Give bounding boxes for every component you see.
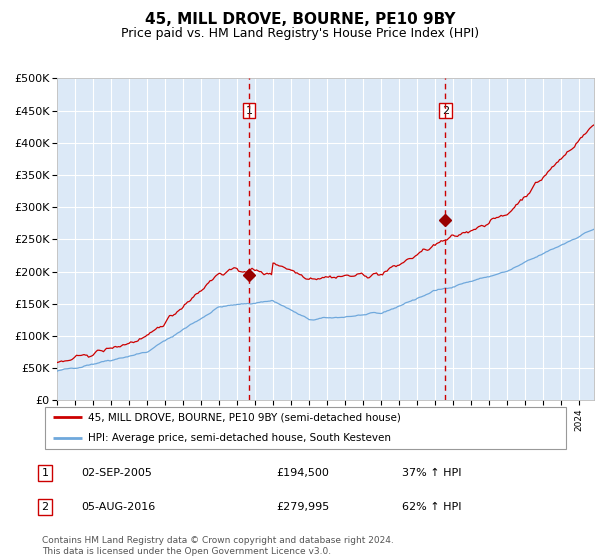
Text: 37% ↑ HPI: 37% ↑ HPI [402,468,461,478]
Text: £279,995: £279,995 [276,502,329,512]
Text: 45, MILL DROVE, BOURNE, PE10 9BY (semi-detached house): 45, MILL DROVE, BOURNE, PE10 9BY (semi-d… [88,412,401,422]
Text: Contains HM Land Registry data © Crown copyright and database right 2024.
This d: Contains HM Land Registry data © Crown c… [42,536,394,556]
Text: £194,500: £194,500 [276,468,329,478]
Text: 45, MILL DROVE, BOURNE, PE10 9BY: 45, MILL DROVE, BOURNE, PE10 9BY [145,12,455,27]
Text: 62% ↑ HPI: 62% ↑ HPI [402,502,461,512]
Text: HPI: Average price, semi-detached house, South Kesteven: HPI: Average price, semi-detached house,… [88,433,391,444]
Text: 02-SEP-2005: 02-SEP-2005 [81,468,152,478]
Text: 1: 1 [41,468,49,478]
Text: 1: 1 [245,106,253,115]
Text: 05-AUG-2016: 05-AUG-2016 [81,502,155,512]
Text: 2: 2 [41,502,49,512]
Text: Price paid vs. HM Land Registry's House Price Index (HPI): Price paid vs. HM Land Registry's House … [121,27,479,40]
Text: 2: 2 [442,106,449,115]
FancyBboxPatch shape [44,407,566,449]
